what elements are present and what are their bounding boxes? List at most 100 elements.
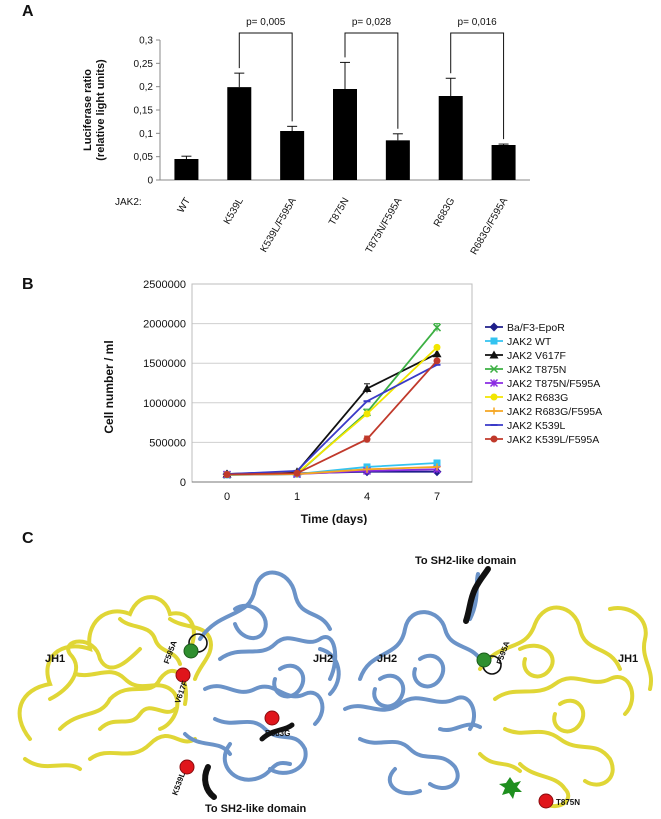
y-tick-label: 2500000 (143, 279, 186, 291)
y-tick-label: 0,05 (134, 152, 154, 163)
marker-circle (433, 357, 441, 365)
left-jh2-domain (183, 570, 341, 782)
jak2-row-label: JAK2: (115, 197, 142, 208)
x-tick-label: 0 (224, 491, 230, 503)
x-axis-label: Time (days) (301, 512, 367, 525)
legend-label: JAK2 WT (507, 336, 552, 348)
series-line (226, 363, 438, 475)
label-jh2-left: JH2 (313, 653, 333, 665)
bar (333, 89, 357, 180)
sphere-k539l (179, 759, 195, 775)
marker-circle (223, 470, 231, 478)
right-jh2-domain (343, 572, 482, 796)
y-tick-label: 0,25 (134, 59, 154, 70)
x-tick-label: R683G (432, 196, 457, 229)
jak2-structure-figure: JH1 JH2 F595A V617F R683G K539L To SH2-l… (17, 555, 654, 815)
marker-circle (363, 435, 371, 443)
y-tick-label: 0,1 (139, 129, 153, 140)
bar (491, 145, 516, 180)
sphere-t875n (538, 793, 554, 809)
series-jak2-k539l (223, 363, 441, 476)
series-jak2-k539l-f595a (223, 357, 441, 478)
bar (385, 140, 410, 180)
legend-label: JAK2 R683G/F595A (507, 406, 602, 418)
y-tick-label: 0,3 (139, 36, 153, 47)
p-value-label: p= 0,028 (352, 17, 392, 28)
marker-square (490, 337, 498, 345)
legend-label: JAK2 T875N (507, 364, 566, 376)
panel-b-label: B (22, 276, 34, 293)
legend-label: Ba/F3-EpoR (507, 322, 565, 334)
plot-frame (191, 283, 473, 483)
marker-circle (293, 469, 301, 477)
x-tick-label: 7 (434, 491, 440, 503)
panel-a-label: A (22, 3, 34, 20)
sphere-f595a-right (476, 652, 492, 668)
marker-circle (363, 410, 371, 418)
right-sh2-arrow-icon (463, 566, 491, 624)
y-tick-label: 0,15 (134, 106, 154, 117)
marker-diamond (489, 322, 499, 332)
y-tick-label: 2000000 (143, 319, 186, 331)
marker-circle (490, 393, 498, 401)
panel-c-label: C (22, 530, 34, 547)
label-t875n: T875N (556, 798, 580, 807)
x-tick-label: T875N (327, 196, 352, 227)
x-tick-label: WT (176, 196, 193, 215)
marker-x (489, 364, 499, 374)
bar (438, 96, 463, 180)
label-jh1-right: JH1 (618, 653, 638, 665)
y-axis-label: Cell number / ml (102, 340, 116, 433)
left-sh2-arrow-icon (202, 764, 217, 800)
label-jh2-right: JH2 (377, 653, 397, 665)
right-structure: JH2 JH1 F595A T875N To SH2-like domain (343, 555, 654, 809)
bar (174, 159, 199, 180)
legend-label: JAK2 R683G (507, 392, 568, 404)
y-axis-label-line1: Luciferase ratio (82, 69, 94, 151)
marker-triangle (432, 349, 442, 358)
bar (227, 87, 252, 180)
legend-label: JAK2 K539L/F595A (507, 434, 599, 446)
legend-label: JAK2 T875N/F595A (507, 378, 600, 390)
x-tick-label: K539L/F595A (259, 196, 299, 255)
series-line (226, 360, 438, 476)
luciferase-bar-chart: Luciferase ratio (relative light units) … (82, 17, 530, 257)
series-jak2-wt (223, 459, 441, 479)
x-tick-label: K539L (222, 196, 246, 227)
p-value-label: p= 0,005 (246, 17, 286, 28)
series-jak2-t875n (222, 323, 442, 479)
marker-circle (433, 343, 441, 351)
left-r683g-arrow-icon (259, 722, 295, 742)
marker-square (433, 459, 441, 467)
marker-triangle (362, 384, 372, 393)
x-tick-label: R683G/F595A (469, 196, 511, 257)
sphere-f595a-left (183, 643, 199, 659)
x-tick-label: 1 (294, 491, 300, 503)
series-line (226, 326, 438, 476)
x-tick-label: 4 (364, 491, 370, 503)
marker-triangle (489, 350, 499, 359)
y-tick-label: 500000 (149, 437, 186, 449)
y-tick-label: 1000000 (143, 398, 186, 410)
marker-x (432, 323, 442, 332)
y-axis-label-line2: (relative light units) (95, 59, 107, 161)
sphere-v617f (175, 667, 191, 683)
y-tick-label: 0 (147, 176, 153, 187)
label-jh1-left: JH1 (45, 653, 65, 665)
green-burst-icon (499, 777, 522, 799)
y-tick-label: 0 (180, 477, 186, 489)
x-tick-label: T875N/F595A (364, 196, 405, 256)
p-value-label: p= 0,016 (458, 17, 498, 28)
left-structure: JH1 JH2 F595A V617F R683G K539L To SH2-l… (17, 570, 341, 815)
label-k539l: K539L (170, 771, 187, 797)
cell-growth-line-chart: Cell number / ml Time (days) 0 500000 1000… (102, 279, 602, 525)
label-r683g: R683G (265, 729, 290, 738)
series-jak2-v617f (222, 348, 442, 478)
label-to-sh2-left: To SH2-like domain (205, 803, 307, 815)
significance-bracket (344, 32, 399, 129)
significance-bracket (238, 32, 293, 122)
y-tick-label: 0,2 (139, 82, 153, 93)
legend-label: JAK2 K539L (507, 420, 566, 432)
label-to-sh2-right: To SH2-like domain (415, 555, 517, 567)
sphere-r683g (264, 710, 280, 726)
